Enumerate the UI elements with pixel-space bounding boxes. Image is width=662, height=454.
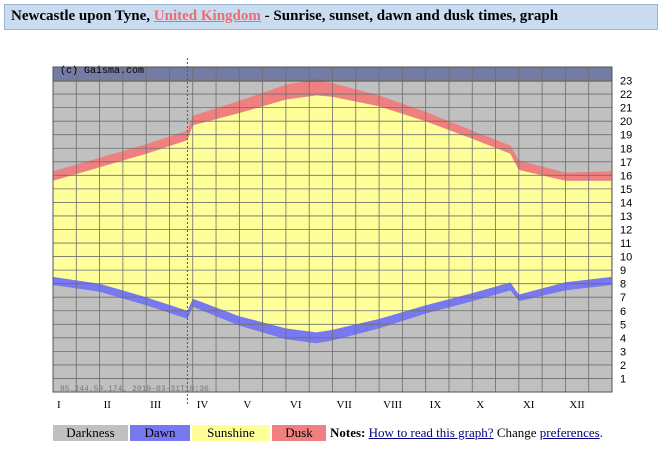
x-tick-label: VI — [290, 399, 302, 411]
how-to-read-link[interactable]: How to read this graph? — [368, 425, 494, 440]
x-tick-label: XII — [569, 399, 585, 411]
y-tick-label: 20 — [620, 116, 632, 128]
y-tick-label: 18 — [620, 143, 632, 155]
legend-dawn: Dawn — [130, 425, 190, 441]
watermark: (c) Gaisma.com — [60, 65, 144, 77]
y-tick-label: 10 — [620, 252, 632, 264]
y-tick-label: 17 — [620, 157, 632, 169]
x-tick-label: IV — [197, 399, 209, 411]
y-tick-label: 23 — [620, 76, 632, 88]
x-axis-labels: I II III IV V VI VII VIII IX X XI XII — [57, 399, 585, 411]
legend-darkness: Darkness — [53, 425, 128, 441]
x-tick-label: VII — [337, 399, 353, 411]
y-tick-label: 16 — [620, 170, 632, 182]
y-tick-label: 9 — [620, 265, 626, 277]
footer-stamp: 85.244.59.174, 2019-03-31T18:36 — [60, 385, 209, 394]
header-bar: Newcastle upon Tyne, United Kingdom - Su… — [4, 4, 658, 30]
y-tick-label: 11 — [620, 238, 631, 250]
y-tick-label: 15 — [620, 184, 632, 196]
notes-label: Notes: — [330, 425, 366, 440]
y-tick-label: 3 — [620, 346, 626, 358]
x-tick-label: X — [476, 399, 484, 411]
x-tick-label: III — [150, 399, 161, 411]
title-suffix: - Sunrise, sunset, dawn and dusk times, … — [264, 8, 559, 24]
y-tick-label: 22 — [620, 89, 632, 101]
legend-sunshine: Sunshine — [192, 425, 270, 441]
x-tick-label: I — [57, 399, 61, 411]
chart-grid — [52, 66, 613, 393]
x-tick-label: XI — [523, 399, 535, 411]
x-tick-label: II — [104, 399, 112, 411]
dawn-band — [53, 276, 612, 344]
dusk-band — [53, 79, 612, 181]
x-tick-label: V — [243, 399, 251, 411]
preferences-link[interactable]: preferences — [539, 425, 600, 440]
y-tick-label: 4 — [620, 333, 626, 345]
y-tick-label: 1 — [620, 373, 626, 385]
y-tick-label: 8 — [620, 279, 626, 291]
country-link[interactable]: United Kingdom — [153, 8, 261, 24]
y-tick-label: 13 — [620, 211, 632, 223]
y-tick-label: 12 — [620, 225, 632, 237]
plot-border — [52, 66, 613, 393]
y-tick-label: 7 — [620, 292, 626, 304]
notes-end: . — [599, 425, 603, 440]
y-tick-label: 21 — [620, 103, 632, 115]
y-tick-label: 14 — [620, 197, 632, 209]
y-tick-label: 19 — [620, 130, 632, 142]
y-tick-label: 6 — [620, 306, 626, 318]
notes: Notes: How to read this graph? Change pr… — [330, 425, 603, 441]
y-tick-label: 5 — [620, 319, 626, 331]
y-tick-label: 2 — [620, 360, 626, 372]
change-text: Change — [496, 425, 537, 440]
x-tick-label: IX — [430, 399, 442, 411]
page-title: Newcastle upon Tyne, United Kingdom - Su… — [11, 8, 558, 25]
legend-dusk: Dusk — [272, 425, 326, 441]
place-name: Newcastle upon Tyne, — [11, 8, 151, 24]
x-tick-label: VIII — [383, 399, 402, 411]
